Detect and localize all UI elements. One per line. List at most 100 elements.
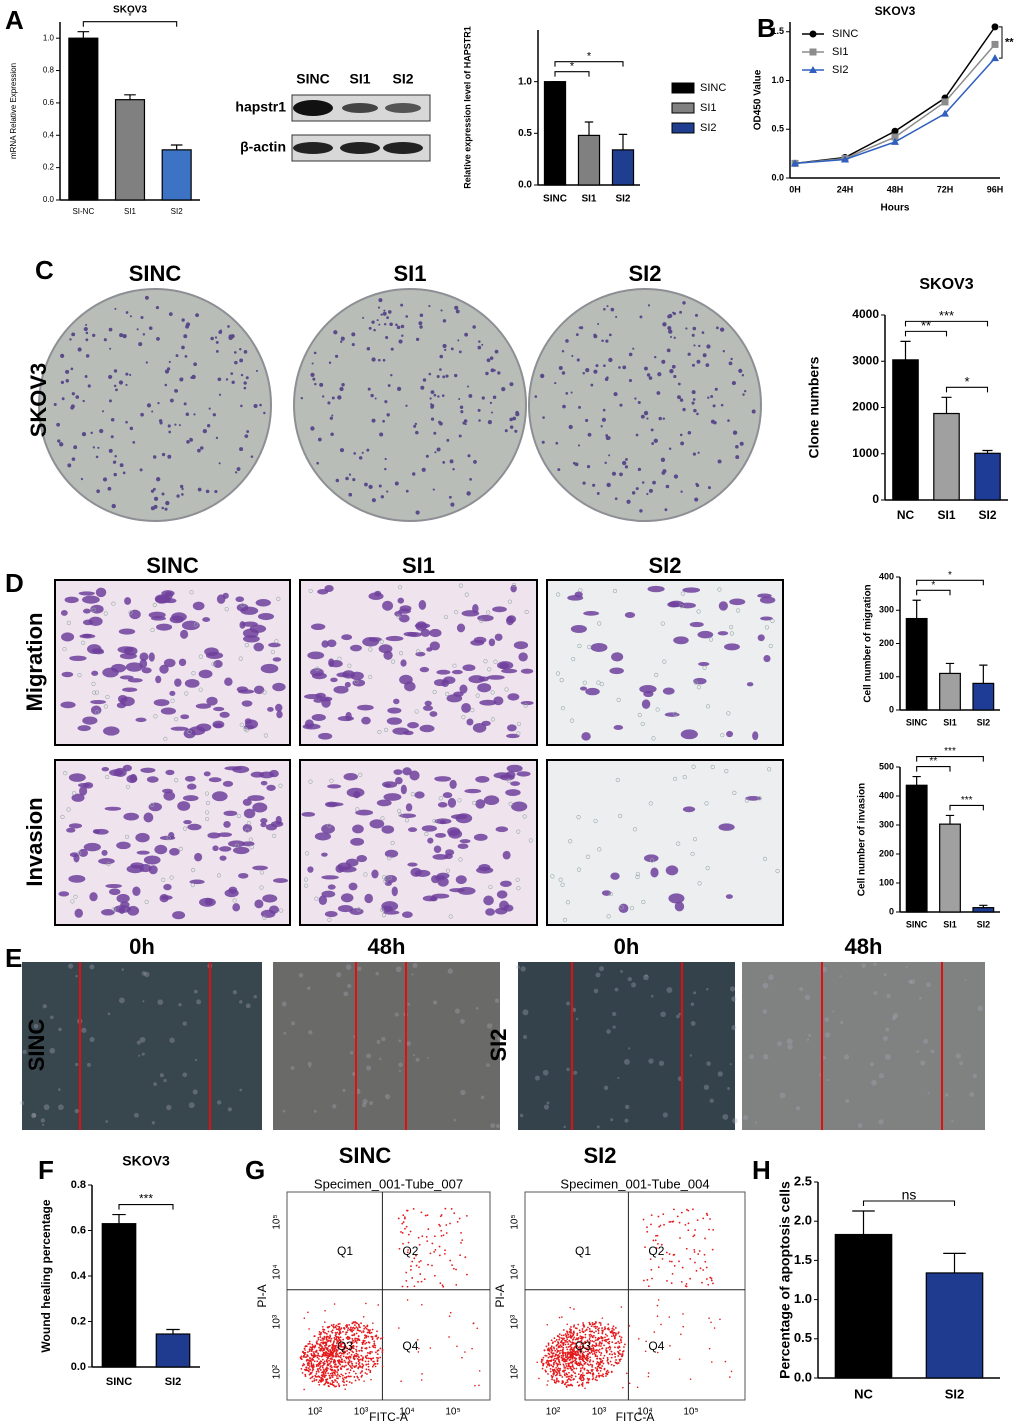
cell <box>148 865 158 875</box>
event <box>589 1363 592 1366</box>
event <box>351 1341 353 1343</box>
cell <box>513 641 529 650</box>
event <box>358 1359 360 1361</box>
event <box>580 1379 583 1382</box>
event <box>576 1381 579 1384</box>
event <box>569 1358 572 1361</box>
cell <box>507 724 517 732</box>
cell-texture <box>362 1098 368 1104</box>
colony <box>103 338 107 342</box>
event <box>347 1363 350 1366</box>
significance-label: * <box>948 570 952 581</box>
event <box>450 1208 453 1210</box>
colony <box>450 347 454 351</box>
event <box>565 1335 568 1337</box>
colony <box>542 416 545 419</box>
cell <box>348 882 358 891</box>
colony <box>646 417 649 420</box>
event <box>371 1365 374 1368</box>
event <box>348 1323 351 1326</box>
event <box>376 1353 379 1355</box>
event <box>335 1324 338 1327</box>
event <box>438 1254 441 1257</box>
pore <box>187 729 192 734</box>
blot-band <box>385 103 421 113</box>
colony <box>673 374 677 379</box>
cell-texture <box>650 994 654 998</box>
event <box>607 1323 610 1326</box>
colony <box>330 432 334 436</box>
cell <box>153 699 170 707</box>
y-tick-label: 400 <box>879 571 894 581</box>
event <box>401 1222 404 1225</box>
colony <box>125 372 129 376</box>
event <box>553 1357 556 1360</box>
event <box>419 1259 422 1262</box>
colony <box>181 345 185 350</box>
cell-texture <box>74 1108 79 1114</box>
colony <box>728 361 733 366</box>
lane-label: SI1 <box>349 71 370 87</box>
cell-texture <box>486 1063 490 1067</box>
event <box>611 1353 614 1356</box>
x-tick-label: SI1 <box>937 508 955 522</box>
event <box>310 1361 313 1363</box>
cell-texture <box>844 1054 850 1060</box>
event <box>660 1323 662 1326</box>
significance-label: *** <box>961 795 973 806</box>
legend-marker <box>809 66 817 73</box>
event <box>312 1355 315 1358</box>
event <box>680 1333 682 1336</box>
blot-row-label: β-actin <box>240 139 286 155</box>
colony <box>679 433 683 437</box>
event <box>305 1369 307 1372</box>
event <box>381 1349 384 1351</box>
event <box>449 1311 452 1314</box>
significance-bracket <box>916 579 984 586</box>
colony <box>405 489 409 493</box>
pore <box>91 681 96 687</box>
cell <box>443 676 456 684</box>
event <box>333 1350 336 1352</box>
colony <box>619 472 623 477</box>
y-axis-label: Clone numbers <box>806 356 822 458</box>
event <box>605 1338 607 1341</box>
event <box>371 1328 374 1331</box>
event <box>316 1375 318 1378</box>
colony <box>458 434 462 438</box>
event <box>418 1347 420 1350</box>
colony <box>339 448 345 453</box>
event <box>613 1337 616 1340</box>
cell <box>449 779 457 790</box>
cell-texture <box>188 1102 195 1109</box>
event <box>601 1365 604 1367</box>
cell-texture <box>566 1001 571 1006</box>
event <box>338 1325 341 1328</box>
event <box>313 1360 316 1363</box>
event <box>309 1373 312 1375</box>
event <box>300 1355 303 1358</box>
event <box>645 1340 647 1343</box>
cell <box>95 587 107 598</box>
bar <box>925 1272 984 1379</box>
event <box>564 1360 567 1362</box>
event <box>371 1338 374 1341</box>
event <box>619 1353 622 1356</box>
cell <box>726 730 734 738</box>
colony <box>212 413 216 417</box>
colony <box>161 506 165 510</box>
colony <box>57 439 61 443</box>
colony <box>615 315 618 319</box>
cell <box>395 777 403 785</box>
event <box>555 1357 558 1360</box>
colony <box>138 342 143 347</box>
pore <box>528 838 533 843</box>
event <box>329 1376 332 1379</box>
event <box>579 1361 582 1364</box>
cell <box>459 839 471 844</box>
colony <box>316 461 319 465</box>
event <box>574 1375 577 1378</box>
cell-texture <box>611 1011 617 1017</box>
event <box>340 1345 343 1348</box>
y-axis-label: mRNA Relative Expression <box>9 63 18 159</box>
